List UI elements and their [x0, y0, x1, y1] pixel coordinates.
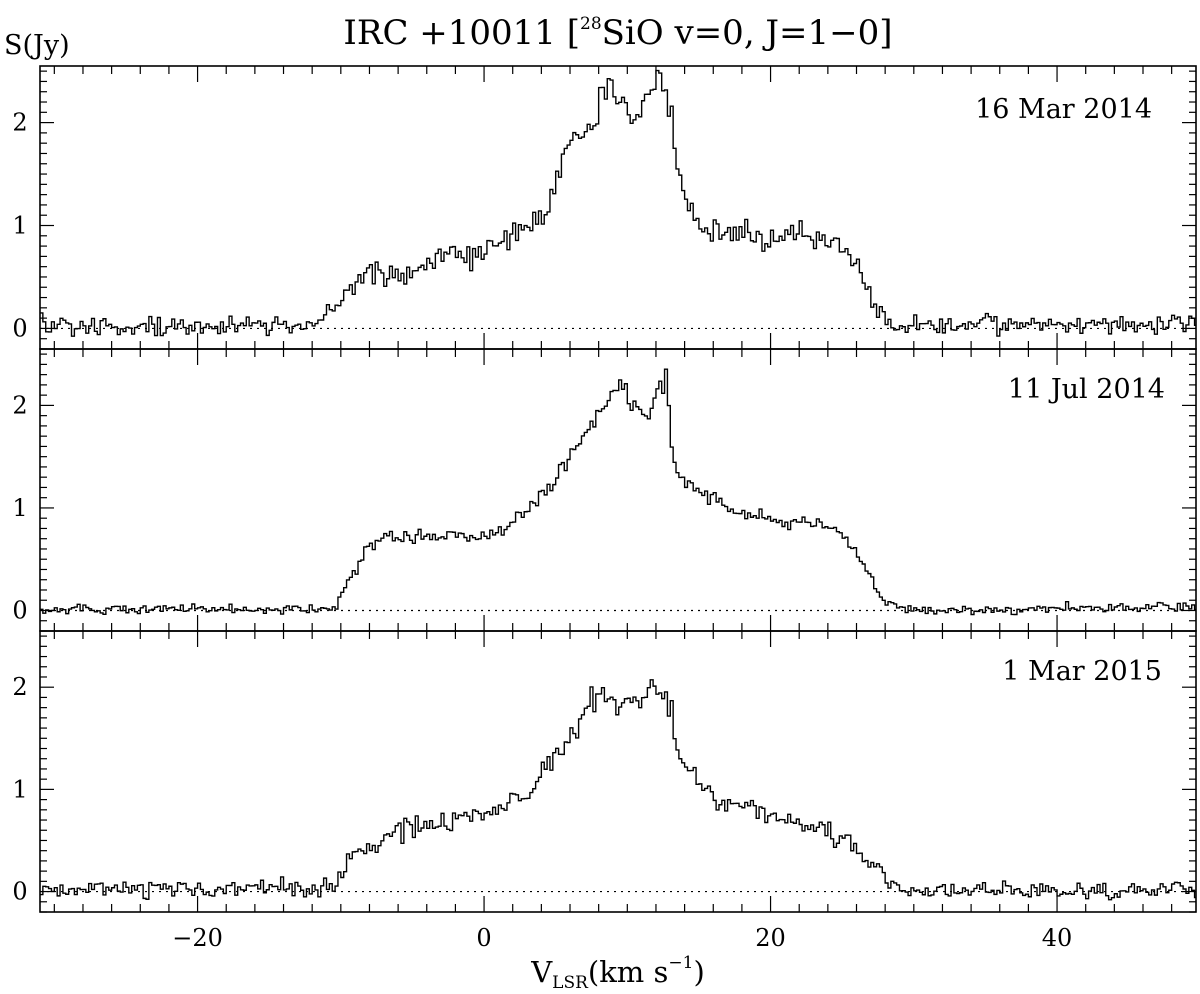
spectrum-panel-2: 0 1 2 11 Jul 2014: [12, 348, 1197, 632]
y-tick-label: 1: [12, 212, 27, 240]
spectrum-line-1-mar-2015: [40, 679, 1196, 901]
chart-title: IRC +10011 [28SiO v=0, J=1−0]: [343, 13, 892, 53]
y-tick-label: 0: [12, 314, 27, 342]
spectrum-panel-3: 0 1 2 1 Mar 2015: [12, 630, 1197, 913]
y-tick-label: 1: [12, 775, 27, 803]
y-tick-label: 0: [12, 596, 27, 624]
observation-date-label: 1 Mar 2015: [1002, 656, 1162, 687]
x-tick-label: 40: [1042, 924, 1073, 952]
y-tick-label: 0: [12, 878, 27, 906]
y-tick-label: 2: [12, 391, 27, 419]
spectrum-line-11-jul-2014: [40, 368, 1196, 616]
y-tick-label: 1: [12, 494, 27, 522]
panel-frame: [39, 630, 1197, 913]
spectrum-line-16-mar-2014: [40, 69, 1196, 337]
x-tick-label: −20: [172, 924, 223, 952]
observation-date-label: 16 Mar 2014: [975, 94, 1152, 125]
spectrum-panel-1: 0 1 2 16 Mar 2014: [12, 65, 1197, 350]
x-axis-label: VLSR(km s−1): [530, 953, 705, 993]
y-tick-label: 2: [12, 673, 27, 701]
y-tick-label: 2: [12, 109, 27, 137]
y-axis-label: S(Jy): [4, 30, 70, 61]
observation-date-label: 11 Jul 2014: [1008, 374, 1165, 405]
x-tick-label: 20: [755, 924, 786, 952]
x-tick-labels: −20 0 20 40: [172, 924, 1072, 952]
x-tick-label: 0: [476, 924, 491, 952]
